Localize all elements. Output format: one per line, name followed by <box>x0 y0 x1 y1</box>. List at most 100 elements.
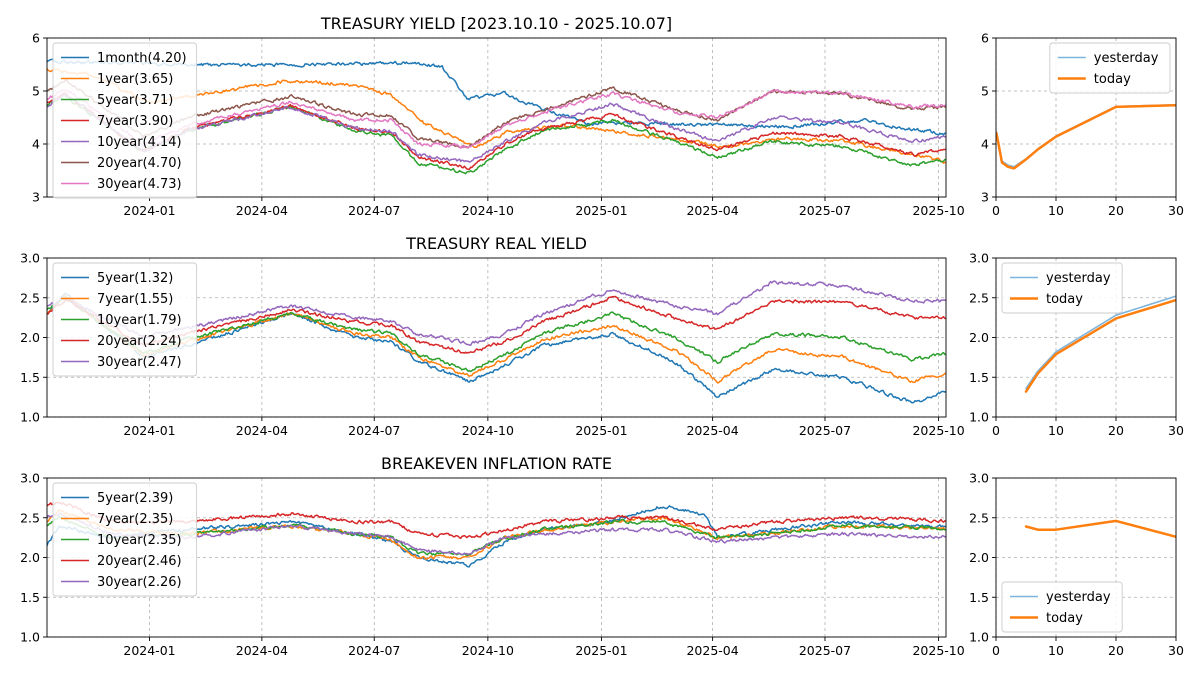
y-tick-label: 3.0 <box>20 251 40 266</box>
y-tick-label: 3.0 <box>20 471 40 486</box>
legend: 1month(4.20) 1year(3.65) 5year(3.71) 7year(… <box>52 42 198 199</box>
legend-label: 30year(2.26) <box>97 575 182 590</box>
legend-label: yesterday <box>1046 590 1111 605</box>
y-tick-label: 4 <box>32 137 40 152</box>
x-tick-label: 2024-10 <box>462 643 514 658</box>
y-tick-label: 2.5 <box>20 510 40 525</box>
x-tick-label: 2024-10 <box>462 203 514 218</box>
y-tick-label: 4 <box>981 137 989 152</box>
y-tick-label: 3.0 <box>969 471 989 486</box>
x-tick-label: 20 <box>1108 423 1124 438</box>
y-tick-label: 1.0 <box>969 410 989 425</box>
legend-label: 10year(4.14) <box>97 135 182 150</box>
legend-label: 5year(2.39) <box>97 491 173 506</box>
axes-frame <box>46 477 947 638</box>
x-tick-label: 30 <box>1168 203 1184 218</box>
y-tick-label: 5 <box>32 84 40 99</box>
legend-label: 10year(1.79) <box>97 313 182 328</box>
x-tick-label: 2025-07 <box>799 203 851 218</box>
y-tick-label: 1.5 <box>20 590 40 605</box>
x-tick-label: 2024-04 <box>236 203 288 218</box>
y-tick-label: 1.5 <box>969 370 989 385</box>
legend-box <box>52 262 198 377</box>
x-tick-label: 2025-04 <box>686 423 738 438</box>
series-group <box>1024 295 1176 393</box>
legend: 5year(1.32) 7year(1.55) 10year(1.79) 20year… <box>52 262 198 377</box>
x-tick-label: 20 <box>1108 643 1124 658</box>
y-tick-label: 1.5 <box>20 370 40 385</box>
axes-frame <box>995 37 1177 198</box>
y-tick-label: 2.0 <box>20 550 40 565</box>
series-line-yesterday <box>996 104 1176 168</box>
y-tick-label: 1.0 <box>20 630 40 645</box>
x-tick-label: 2025-04 <box>686 643 738 658</box>
x-tick-label: 2025-10 <box>912 643 964 658</box>
series-line-today <box>1024 519 1176 539</box>
x-tick-label: 2025-01 <box>575 643 627 658</box>
legend: yesterday today <box>1049 42 1171 94</box>
legend-label: 5year(3.71) <box>97 93 173 108</box>
x-tick-label: 10 <box>1048 203 1064 218</box>
x-tick-label: 2024-04 <box>236 423 288 438</box>
series-group <box>996 104 1176 170</box>
x-tick-label: 2024-07 <box>348 423 400 438</box>
x-tick-label: 2025-07 <box>799 643 851 658</box>
y-tick-label: 2.0 <box>20 330 40 345</box>
x-tick-label: 0 <box>992 203 1000 218</box>
legend-label: 7year(1.55) <box>97 292 173 307</box>
x-tick-label: 0 <box>992 423 1000 438</box>
chart-panel-0: 3 4 5 6 2024-01 2024-04 2024-07 2024-10 2025-01 2… <box>32 14 965 218</box>
legend-label: today <box>1094 72 1131 87</box>
x-tick-label: 2024-04 <box>236 643 288 658</box>
legend-label: yesterday <box>1094 51 1159 66</box>
axes-frame <box>46 257 947 418</box>
y-tick-label: 6 <box>32 31 40 46</box>
x-tick-label: 2024-01 <box>123 423 175 438</box>
legend-label: today <box>1046 292 1083 307</box>
legend: yesterday today <box>1001 581 1123 633</box>
legend-label: today <box>1046 611 1083 626</box>
legend-label: 1month(4.20) <box>97 51 187 66</box>
chart-panel-4: 1.0 1.5 2.0 2.5 3.0 2024-01 2024-04 2024-07 2024… <box>20 454 965 658</box>
axes-frame <box>995 257 1177 418</box>
legend-label: yesterday <box>1046 271 1111 286</box>
chart-title: TREASURY REAL YIELD <box>405 234 587 253</box>
legend-box <box>52 482 198 597</box>
legend-label: 20year(2.24) <box>97 334 182 349</box>
y-tick-label: 5 <box>981 84 989 99</box>
x-tick-label: 2025-04 <box>686 203 738 218</box>
legend-label: 30year(2.47) <box>97 355 182 370</box>
chart-panel-3: 1.0 1.5 2.0 2.5 3.0 0 10 20 30 yesterday today <box>969 251 1184 439</box>
y-tick-label: 1.0 <box>20 410 40 425</box>
x-tick-label: 10 <box>1048 643 1064 658</box>
legend: 5year(2.39) 7year(2.35) 10year(2.35) 20year… <box>52 482 198 597</box>
y-tick-label: 3 <box>32 190 40 205</box>
x-tick-label: 2024-07 <box>348 643 400 658</box>
series-group <box>1024 519 1176 539</box>
y-tick-label: 2.5 <box>969 510 989 525</box>
legend-label: 7year(3.90) <box>97 114 173 129</box>
y-tick-label: 2.5 <box>20 290 40 305</box>
y-tick-label: 2.0 <box>969 550 989 565</box>
y-tick-label: 6 <box>981 31 989 46</box>
series-line-today <box>996 104 1176 170</box>
y-tick-label: 3 <box>981 190 989 205</box>
series-line-yesterday <box>1025 295 1176 390</box>
y-tick-label: 1.5 <box>969 590 989 605</box>
chart-title: TREASURY YIELD [2023.10.10 - 2025.10.07] <box>320 14 672 33</box>
legend-label: 20year(2.46) <box>97 554 182 569</box>
x-tick-label: 20 <box>1108 203 1124 218</box>
legend-label: 30year(4.73) <box>97 177 182 192</box>
legend-box <box>1001 581 1123 633</box>
y-tick-label: 2.5 <box>969 290 989 305</box>
x-tick-label: 2025-01 <box>575 203 627 218</box>
x-tick-label: 2024-01 <box>123 203 175 218</box>
x-tick-label: 2025-07 <box>799 423 851 438</box>
legend-box <box>52 42 198 199</box>
x-tick-label: 2025-01 <box>575 423 627 438</box>
chart-panel-2: 1.0 1.5 2.0 2.5 3.0 2024-01 2024-04 2024-07 2024… <box>20 234 965 438</box>
axes-frame <box>46 37 947 198</box>
legend-label: 7year(2.35) <box>97 512 173 527</box>
x-tick-label: 30 <box>1168 423 1184 438</box>
